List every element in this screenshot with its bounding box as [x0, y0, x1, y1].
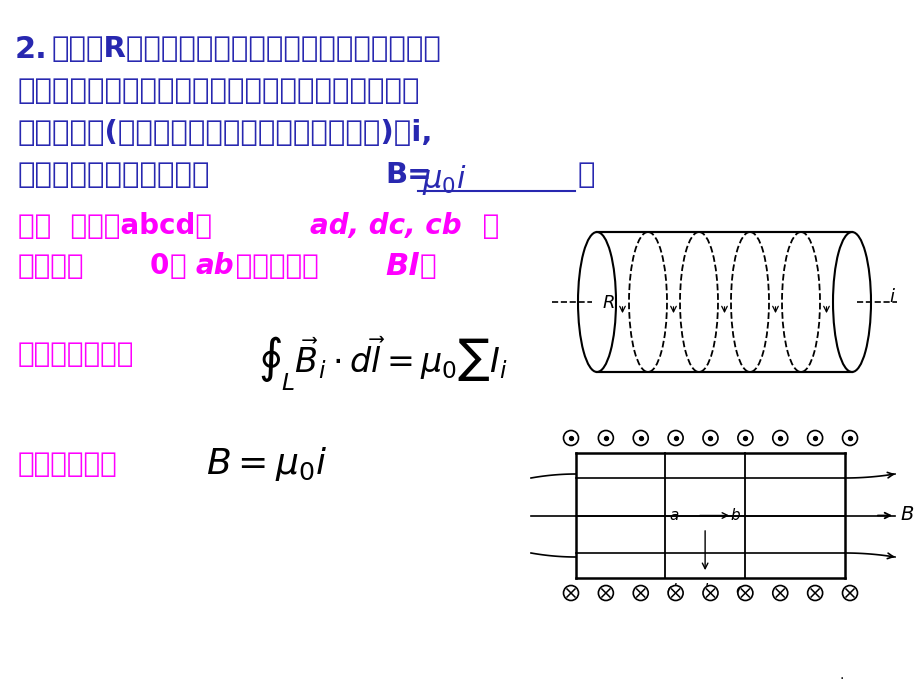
Text: B=: B=: [384, 161, 431, 189]
Text: 段的积分为: 段的积分为: [226, 252, 328, 280]
Text: a: a: [669, 508, 678, 522]
Bar: [596, 232, 851, 372]
Circle shape: [772, 431, 787, 446]
Text: $B = \mu_0 i$: $B = \mu_0 i$: [206, 445, 326, 483]
Text: 半径为R的无限长直圆筒上有一层均匀分布的面电: 半径为R的无限长直圆筒上有一层均匀分布的面电: [52, 35, 441, 63]
Text: ，: ，: [420, 252, 437, 280]
Circle shape: [632, 586, 648, 600]
Circle shape: [772, 586, 787, 600]
Text: B: B: [899, 506, 913, 524]
Text: 由安培环路定律: 由安培环路定律: [18, 340, 134, 368]
Text: R: R: [602, 294, 615, 312]
Text: 2.: 2.: [15, 35, 48, 64]
Text: c: c: [734, 583, 743, 598]
Text: b: b: [730, 508, 740, 522]
Text: 面电流密度(即通过垂直方向单位长度上的电流)为i,: 面电流密度(即通过垂直方向单位长度上的电流)为i,: [18, 119, 433, 147]
Text: 0: 0: [150, 252, 169, 280]
Ellipse shape: [832, 232, 870, 372]
Circle shape: [562, 586, 578, 600]
Text: 解：  取环路abcd。: 解： 取环路abcd。: [18, 212, 211, 240]
Circle shape: [562, 431, 578, 446]
Text: 段: 段: [472, 212, 499, 240]
Circle shape: [807, 431, 822, 446]
Circle shape: [702, 586, 717, 600]
Circle shape: [842, 586, 857, 600]
Text: .: .: [839, 668, 844, 682]
Text: ad, dc, cb: ad, dc, cb: [310, 212, 461, 240]
Text: i: i: [888, 288, 893, 306]
Text: ab: ab: [196, 252, 234, 280]
Text: 的积分为: 的积分为: [18, 252, 85, 280]
Circle shape: [807, 586, 822, 600]
Circle shape: [737, 586, 752, 600]
Circle shape: [667, 586, 683, 600]
Text: 。: 。: [577, 161, 595, 189]
Text: d: d: [666, 583, 675, 598]
Circle shape: [702, 431, 717, 446]
Circle shape: [632, 431, 648, 446]
Text: 则轴线上磁感强度的大小: 则轴线上磁感强度的大小: [18, 161, 210, 189]
Text: $\mu_0 i$: $\mu_0 i$: [422, 163, 466, 197]
Text: $\oint_L \vec{B}_i \cdot d\vec{l} = \mu_0 \sum I_i$: $\oint_L \vec{B}_i \cdot d\vec{l} = \mu_…: [257, 335, 507, 393]
Circle shape: [737, 431, 752, 446]
Circle shape: [667, 431, 683, 446]
Text: l: l: [702, 583, 707, 598]
Text: 磁感应强度：: 磁感应强度：: [18, 450, 118, 478]
Circle shape: [842, 431, 857, 446]
Circle shape: [597, 586, 613, 600]
Text: 流，电流都绕着轴线流动并与轴线垂直，如图所示，: 流，电流都绕着轴线流动并与轴线垂直，如图所示，: [18, 77, 420, 105]
Text: Bl: Bl: [384, 252, 418, 281]
Text: ，: ，: [170, 252, 187, 280]
Ellipse shape: [577, 232, 616, 372]
Circle shape: [597, 431, 613, 446]
